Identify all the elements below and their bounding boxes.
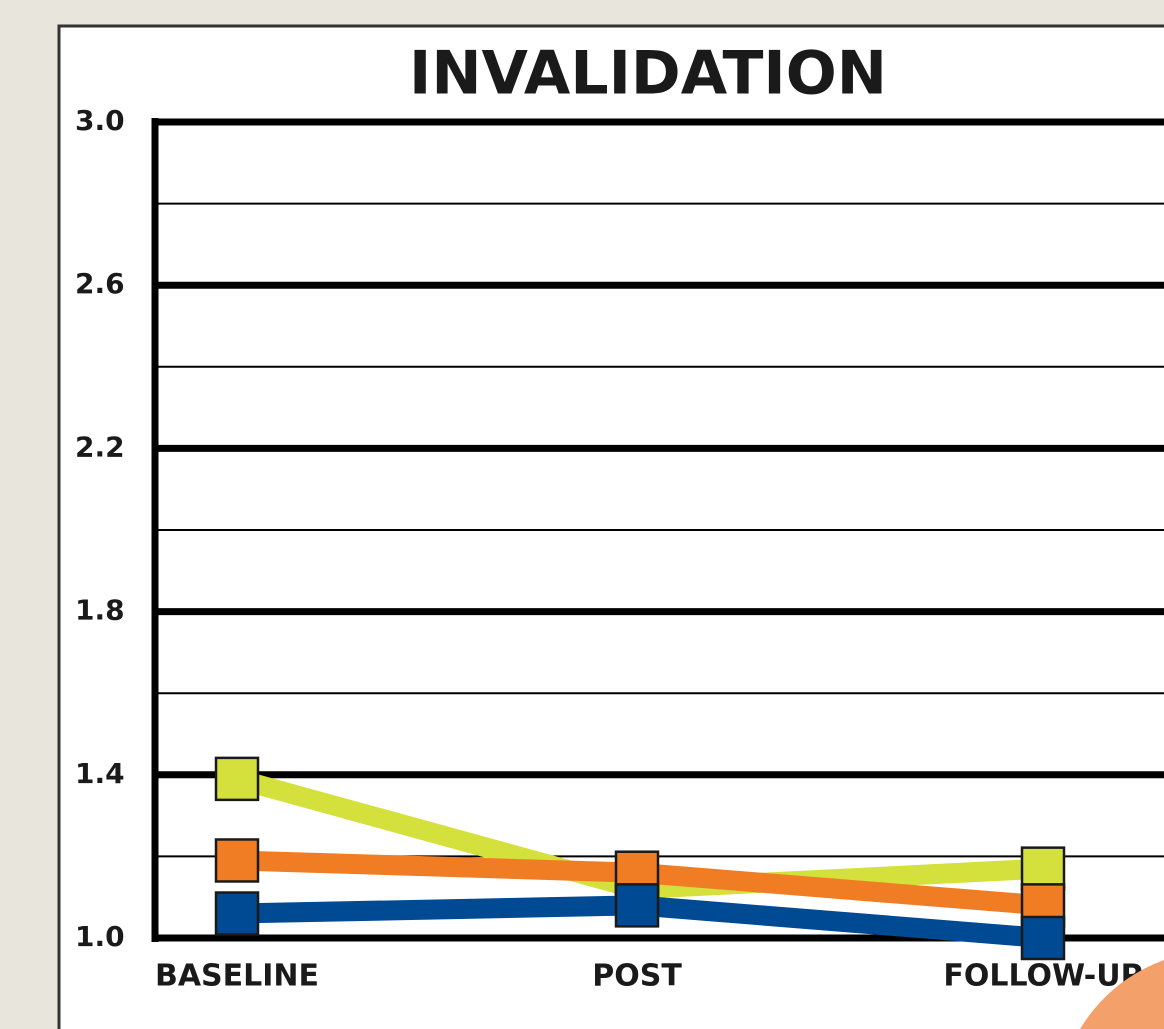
x-tick-label: FOLLOW-UP (943, 959, 1142, 994)
marker (616, 884, 658, 926)
y-tick-label: 2.2 (75, 430, 125, 463)
y-tick-label: 1.4 (75, 757, 125, 790)
marker (216, 839, 258, 881)
x-tick-label: POST (592, 959, 682, 994)
chart: INVALIDATION 1.0 1.4 1.8 2.2 2.6 3.0 BASELINE P… (0, 0, 1164, 1029)
marker (216, 758, 258, 800)
marker (1022, 917, 1064, 959)
y-tick-label: 2.6 (75, 267, 125, 300)
y-tick-label: 1.8 (75, 594, 125, 627)
x-tick-label: BASELINE (155, 959, 319, 994)
marker (216, 893, 258, 935)
y-tick-label: 1.0 (75, 920, 125, 953)
chart-title: INVALIDATION (409, 39, 887, 109)
y-tick-label: 3.0 (75, 104, 125, 137)
